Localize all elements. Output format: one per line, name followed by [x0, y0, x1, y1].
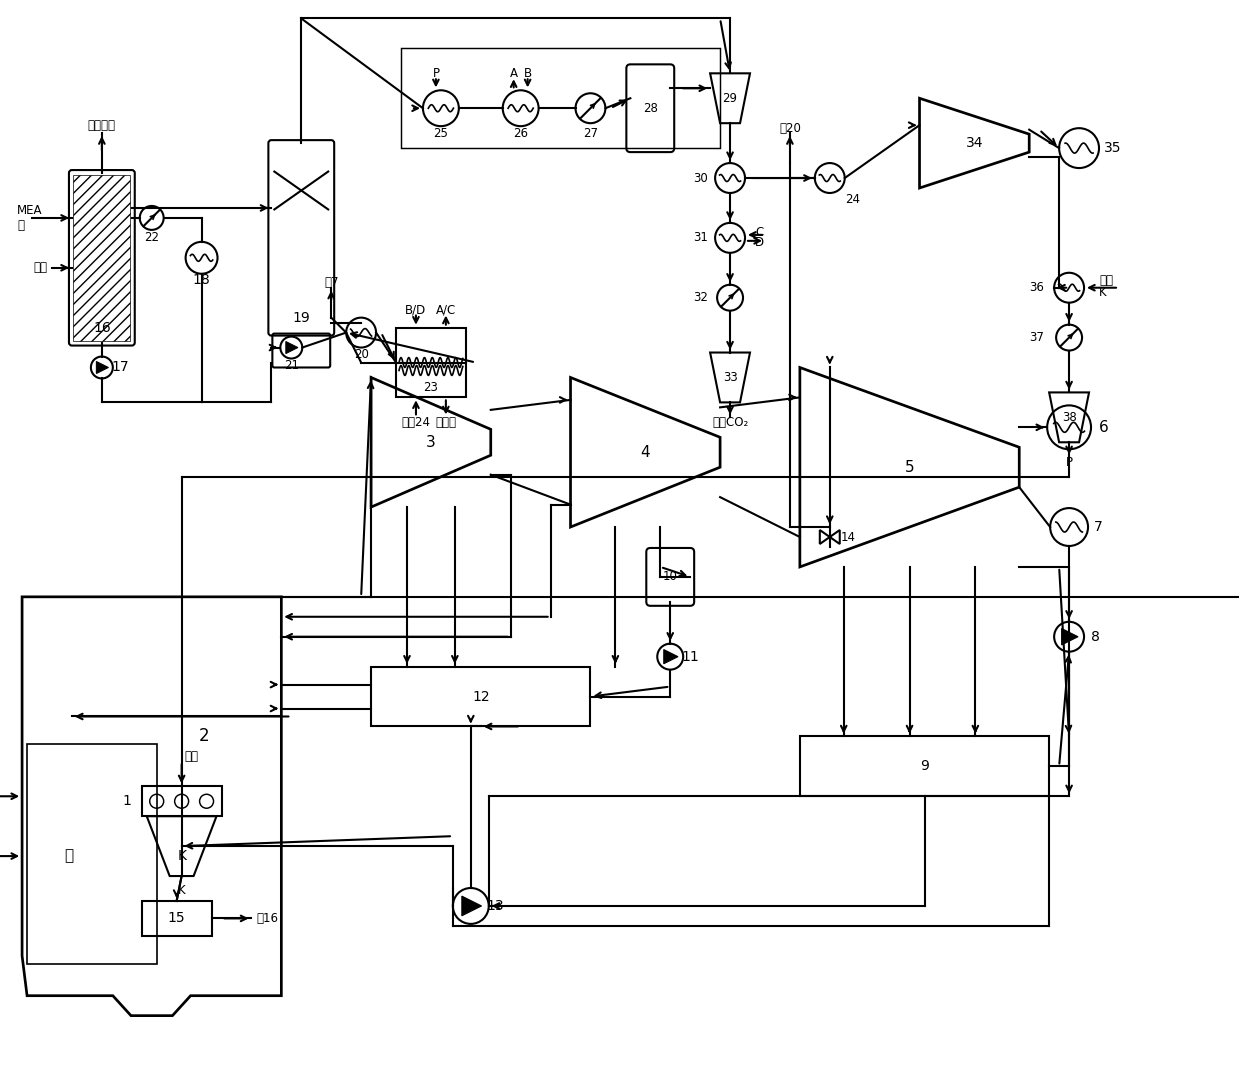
Text: 去20: 去20	[779, 122, 801, 135]
Text: 19: 19	[293, 310, 310, 324]
Text: 空气: 空气	[1099, 275, 1114, 288]
Bar	[371, 667, 590, 727]
Text: 烟气: 烟气	[33, 262, 47, 275]
Text: 27: 27	[583, 127, 598, 140]
Text: K: K	[1099, 286, 1106, 299]
Bar	[141, 786, 222, 816]
Text: 35: 35	[1104, 141, 1121, 155]
Text: 7: 7	[1094, 520, 1102, 534]
Polygon shape	[820, 530, 839, 544]
Text: 去16: 去16	[257, 912, 279, 925]
Text: 24: 24	[844, 194, 859, 207]
Text: K: K	[177, 884, 186, 897]
Text: 15: 15	[167, 911, 186, 925]
Text: 38: 38	[1061, 410, 1076, 424]
Text: 来自24: 来自24	[402, 416, 430, 429]
Bar	[800, 737, 1049, 796]
Text: 4: 4	[641, 445, 650, 460]
Text: B/D: B/D	[405, 303, 427, 317]
Text: 25: 25	[434, 127, 449, 140]
Text: 14: 14	[841, 531, 856, 544]
Text: 17: 17	[112, 361, 129, 375]
Bar	[401, 48, 720, 149]
Polygon shape	[663, 649, 678, 663]
Text: 11: 11	[681, 649, 699, 663]
Text: 30: 30	[693, 171, 708, 184]
Text: 5: 5	[905, 460, 914, 475]
Text: 13: 13	[487, 899, 505, 913]
Text: 21: 21	[284, 359, 299, 372]
Text: 10: 10	[663, 571, 678, 584]
Text: A/C: A/C	[435, 303, 456, 317]
Bar	[396, 327, 466, 397]
Polygon shape	[1061, 629, 1078, 645]
Text: P: P	[1065, 456, 1073, 468]
Text: P: P	[433, 67, 439, 80]
Text: 1: 1	[123, 794, 131, 808]
Text: K: K	[177, 849, 186, 863]
Text: 2: 2	[198, 727, 208, 745]
Bar	[73, 174, 130, 341]
Text: 31: 31	[693, 232, 708, 244]
Text: 给水: 给水	[185, 750, 198, 763]
Text: 12: 12	[472, 689, 490, 703]
Polygon shape	[97, 362, 108, 374]
Text: 煤: 煤	[64, 849, 73, 864]
Text: 28: 28	[642, 101, 657, 115]
Text: 36: 36	[1029, 281, 1044, 294]
Text: B: B	[523, 67, 532, 80]
Text: 16: 16	[93, 321, 110, 335]
Polygon shape	[461, 896, 481, 915]
Bar	[141, 901, 212, 936]
Text: 32: 32	[693, 291, 708, 304]
Text: 高压CO₂: 高压CO₂	[712, 416, 748, 429]
Text: 22: 22	[144, 232, 159, 244]
Polygon shape	[286, 341, 298, 353]
Text: 9: 9	[920, 759, 929, 773]
Text: 8: 8	[1091, 630, 1100, 644]
Text: C: C	[755, 226, 764, 239]
Text: 去7: 去7	[324, 276, 339, 290]
Text: 29: 29	[723, 92, 738, 104]
Text: 冷却水: 冷却水	[435, 416, 456, 429]
Text: 37: 37	[1029, 331, 1044, 344]
Text: 18: 18	[192, 272, 211, 286]
Text: 26: 26	[513, 127, 528, 140]
Text: 水: 水	[17, 220, 24, 233]
Text: D: D	[755, 236, 764, 250]
Text: 33: 33	[723, 370, 738, 384]
Text: 20: 20	[353, 348, 368, 361]
Bar	[27, 744, 156, 964]
Text: A: A	[510, 67, 517, 80]
Text: 3: 3	[427, 435, 435, 450]
Text: 6: 6	[1099, 420, 1109, 435]
Text: 34: 34	[966, 136, 983, 150]
Text: 23: 23	[424, 381, 439, 394]
Text: 净化烟气: 净化烟气	[88, 118, 115, 131]
Text: MEA: MEA	[17, 205, 42, 218]
